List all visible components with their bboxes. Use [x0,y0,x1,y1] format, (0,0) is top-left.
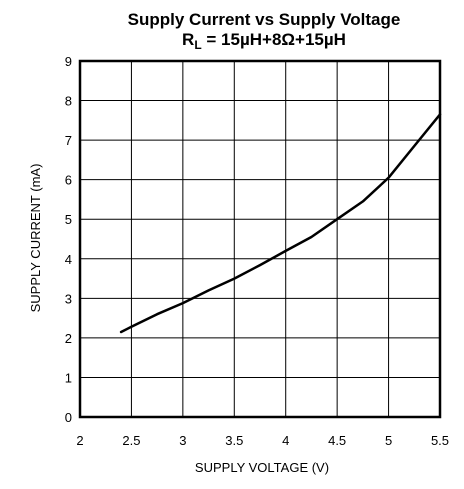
grid-lines [79,60,441,418]
y-tick-labels: 0 1 2 3 4 5 6 7 8 9 [65,54,72,425]
x-tick-label: 3.5 [225,433,243,448]
plot-frame [78,59,442,419]
x-tick-label: 2.5 [122,433,140,448]
y-tick-label: 1 [65,370,72,385]
y-tick-label: 7 [65,133,72,148]
subtitle-rest: = 15µH+8Ω+15µH [202,30,346,49]
x-tick-label: 3 [179,433,186,448]
y-axis-label: SUPPLY CURRENT (mA) [28,164,43,313]
subtitle-subscript: L [194,38,201,52]
y-tick-label: 4 [65,252,72,267]
y-tick-label: 3 [65,291,72,306]
y-tick-label: 9 [65,54,72,69]
y-tick-label: 5 [65,212,72,227]
y-tick-label: 8 [65,94,72,109]
chart-title: Supply Current vs Supply Voltage [128,10,401,29]
y-tick-label: 2 [65,331,72,346]
x-axis-label: SUPPLY VOLTAGE (V) [195,460,329,475]
y-tick-label: 0 [65,410,72,425]
series-line [119,113,442,334]
x-tick-labels: 2 2.5 3 3.5 4 4.5 5 5.5 [76,433,449,448]
x-tick-label: 2 [76,433,83,448]
chart-subtitle: RL = 15µH+8Ω+15µH [182,30,346,52]
x-tick-label: 4.5 [328,433,346,448]
y-tick-label: 6 [65,173,72,188]
x-tick-label: 4 [282,433,289,448]
x-tick-label: 5.5 [431,433,449,448]
subtitle-prefix: R [182,30,194,49]
x-tick-label: 5 [385,433,392,448]
